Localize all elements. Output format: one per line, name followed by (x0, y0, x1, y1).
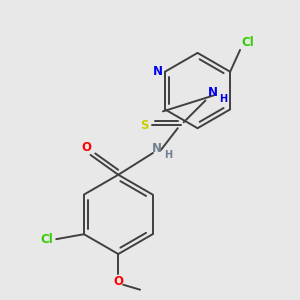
Text: H: H (219, 94, 227, 104)
Text: S: S (140, 119, 148, 132)
Text: Cl: Cl (242, 35, 254, 49)
Text: H: H (164, 150, 172, 160)
Text: O: O (82, 140, 92, 154)
Text: N: N (153, 65, 163, 78)
Text: N: N (152, 142, 162, 154)
Text: Cl: Cl (40, 233, 53, 246)
Text: N: N (207, 86, 218, 99)
Text: O: O (113, 275, 123, 288)
